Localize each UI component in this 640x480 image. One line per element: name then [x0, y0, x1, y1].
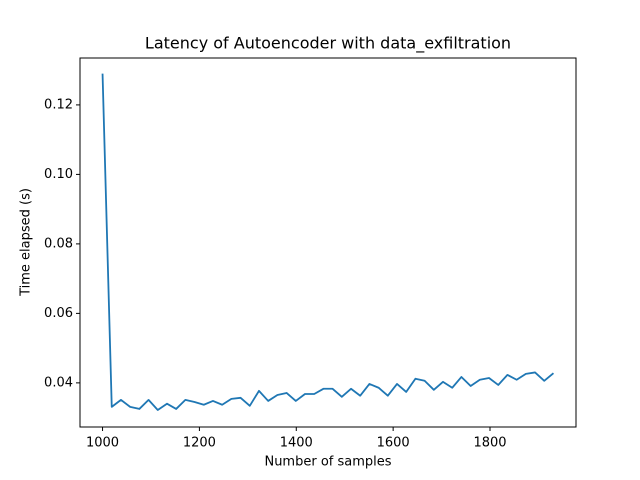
y-tick-label: 0.12	[44, 97, 73, 112]
x-tick-label: 1800	[473, 436, 506, 451]
x-tick-label: 1400	[280, 436, 313, 451]
data-line	[101, 73, 555, 411]
y-tick-label: 0.04	[44, 375, 73, 390]
x-tick-label: 1600	[377, 436, 410, 451]
y-axis-label: Time elapsed (s)	[19, 188, 34, 297]
chart-title: Latency of Autoencoder with data_exfiltr…	[145, 34, 511, 54]
y-tick-label: 0.08	[44, 236, 73, 251]
y-tick-label: 0.06	[44, 306, 73, 321]
plot-frame	[79, 57, 577, 428]
y-tick-label: 0.10	[44, 167, 73, 182]
x-axis-label: Number of samples	[264, 455, 391, 470]
x-tick-label: 1000	[86, 436, 119, 451]
x-tick-label: 1200	[183, 436, 216, 451]
